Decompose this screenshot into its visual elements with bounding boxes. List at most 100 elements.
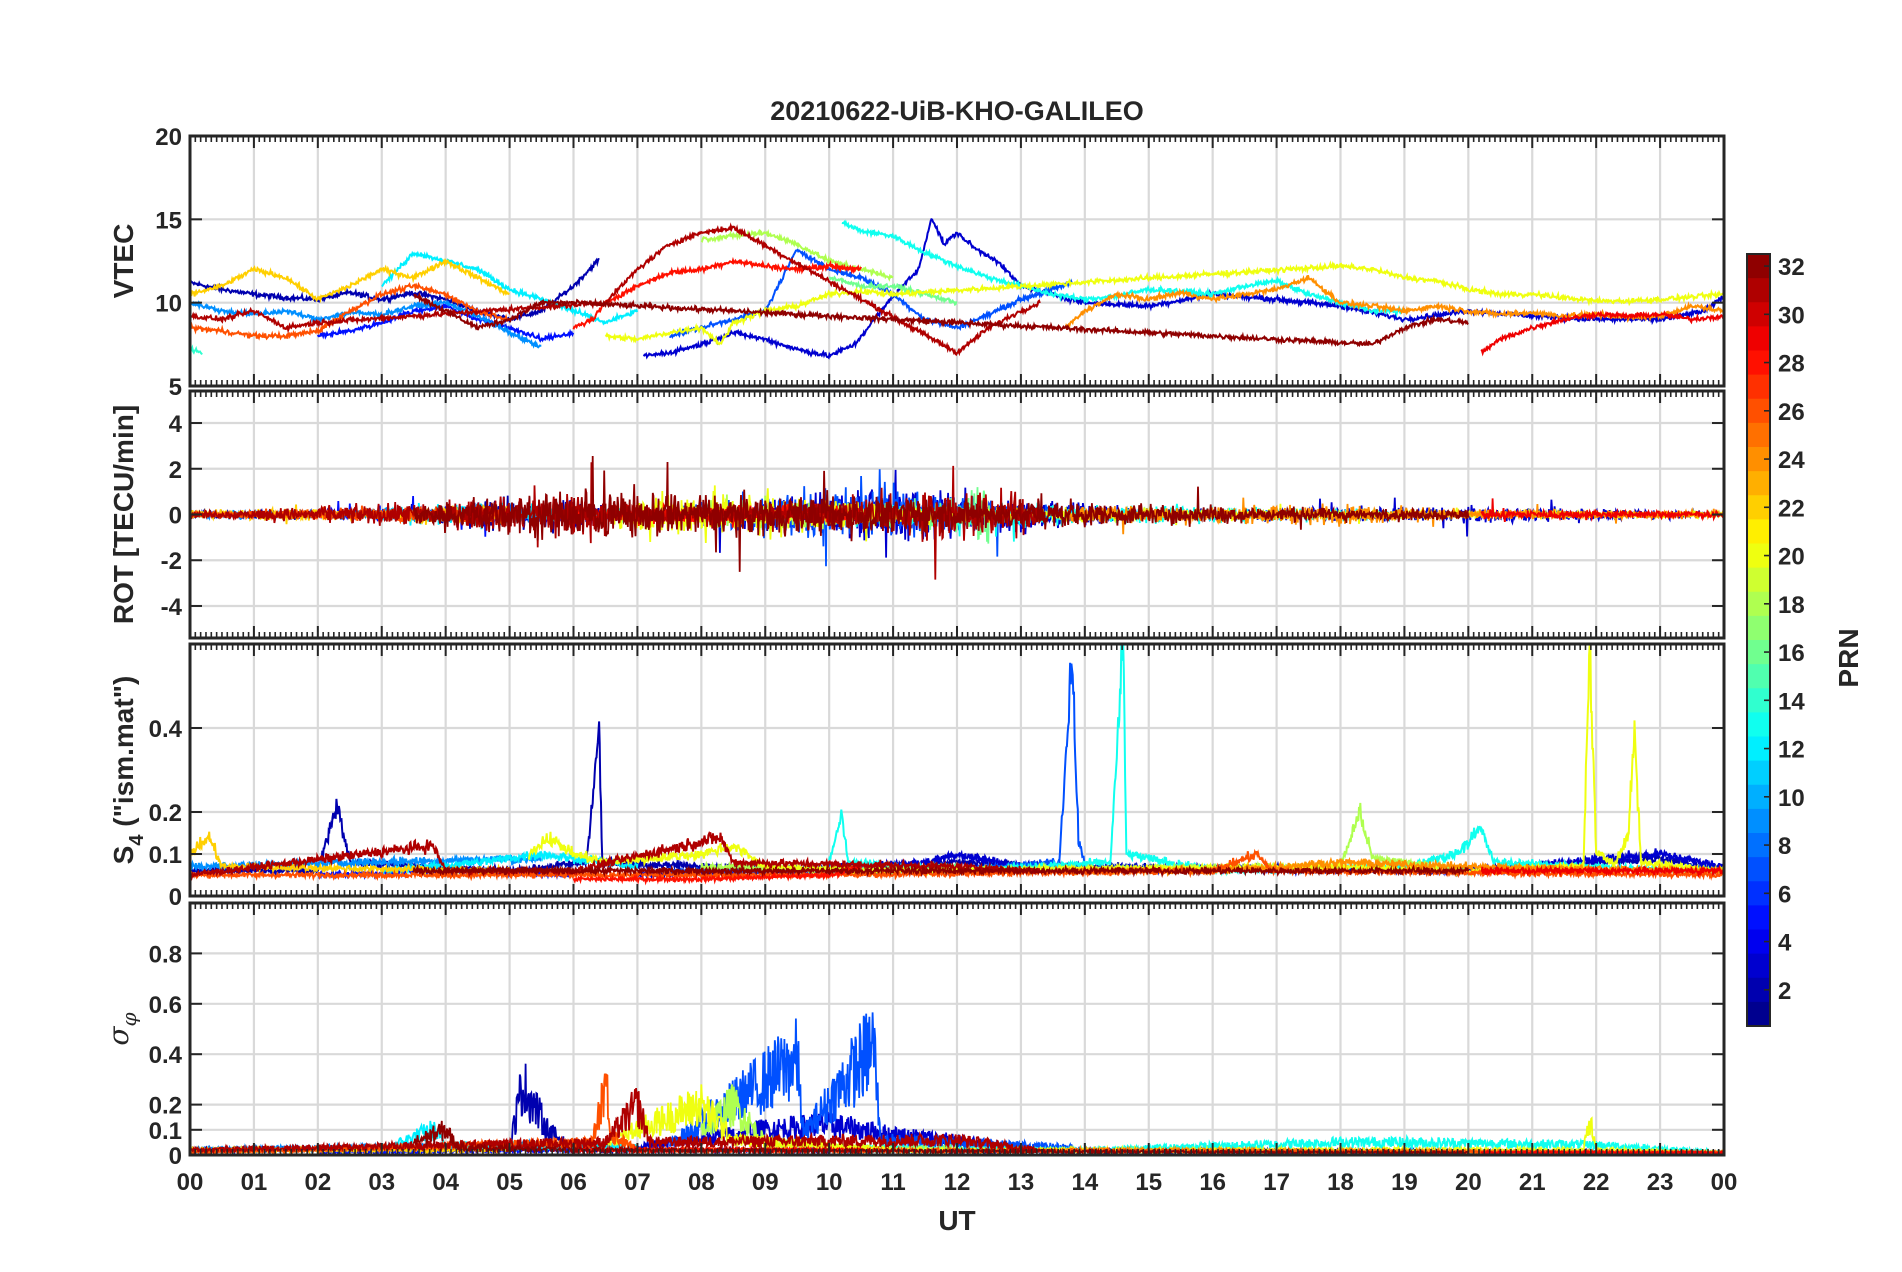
x-tick-label: 02 bbox=[304, 1169, 331, 1196]
y-tick-label-sigma: 0.1 bbox=[149, 1118, 182, 1145]
colorbar-label: PRN bbox=[1833, 628, 1864, 687]
x-tick-label: 03 bbox=[368, 1169, 395, 1196]
y-tick-label-rot: 4 bbox=[169, 411, 183, 438]
colorbar-segment bbox=[1747, 881, 1770, 906]
vtec-line-prn-20 bbox=[604, 260, 1725, 346]
colorbar-segment bbox=[1747, 808, 1770, 834]
x-tick-label: 18 bbox=[1327, 1169, 1354, 1196]
x-tick-label: 17 bbox=[1263, 1169, 1290, 1196]
series-prn-9 bbox=[189, 298, 543, 1155]
colorbar-segment bbox=[1747, 374, 1770, 400]
y-tick-label-sigma: 0.8 bbox=[149, 941, 182, 968]
y-tick-label-s4: 0.2 bbox=[149, 800, 182, 827]
colorbar-tick-label: 18 bbox=[1778, 592, 1805, 619]
colorbar-segment bbox=[1747, 736, 1770, 762]
series-prn-29 bbox=[1480, 310, 1725, 1157]
sigma-line-prn-31 bbox=[189, 1088, 1041, 1156]
colorbar-segment bbox=[1747, 688, 1770, 713]
colorbar-segment bbox=[1747, 422, 1770, 448]
colorbar-tick-label: 26 bbox=[1778, 399, 1805, 426]
x-tick-label: 10 bbox=[816, 1169, 843, 1196]
vtec-line-prn-32 bbox=[413, 291, 1469, 348]
colorbar-segment bbox=[1747, 567, 1770, 593]
y-tick-label-sigma: 0.4 bbox=[149, 1042, 183, 1069]
vtec-line-prn-9 bbox=[189, 298, 542, 349]
x-axis-label: UT bbox=[938, 1205, 975, 1236]
colorbar-tick-label: 8 bbox=[1778, 833, 1791, 860]
colorbar-segment bbox=[1747, 760, 1770, 786]
colorbar-tick-label: 10 bbox=[1778, 785, 1805, 812]
vtec-line-prn-2 bbox=[189, 257, 600, 325]
x-tick-label: 01 bbox=[241, 1169, 268, 1196]
y-tick-label-rot: -4 bbox=[161, 594, 183, 621]
colorbar-segment bbox=[1747, 784, 1770, 810]
s4-line-prn-29 bbox=[1480, 864, 1725, 878]
colorbar-segment bbox=[1747, 640, 1770, 665]
colorbar-segment bbox=[1747, 278, 1770, 303]
colorbar-segment bbox=[1747, 254, 1770, 279]
colorbar-tick-label: 12 bbox=[1778, 737, 1805, 764]
colorbar-tick-label: 16 bbox=[1778, 640, 1805, 667]
x-tick-label: 07 bbox=[624, 1169, 651, 1196]
y-axis-label-s4: S4 ("ism.mat") bbox=[108, 676, 148, 865]
y-tick-label-vtec: 15 bbox=[155, 207, 182, 234]
y-axis-label-rot: ROT [TECU/min] bbox=[108, 405, 139, 624]
x-tick-label: 15 bbox=[1135, 1169, 1162, 1196]
x-tick-label: 04 bbox=[432, 1169, 459, 1196]
x-tick-label: 09 bbox=[752, 1169, 779, 1196]
colorbar-tick-label: 6 bbox=[1778, 881, 1791, 908]
vtec-line-prn-16 bbox=[829, 275, 958, 307]
colorbar-tick-label: 22 bbox=[1778, 495, 1805, 522]
vtec-line-prn-3 bbox=[642, 218, 1725, 360]
colorbar-tick-label: 4 bbox=[1778, 930, 1792, 957]
s4-line-prn-31 bbox=[189, 830, 1041, 881]
x-tick-label: 22 bbox=[1583, 1169, 1610, 1196]
rot-line-prn-29 bbox=[1480, 498, 1725, 523]
colorbar-segment bbox=[1747, 1001, 1770, 1027]
sigma-line-prn-29 bbox=[1480, 1148, 1725, 1157]
series-prn-3 bbox=[636, 218, 1725, 1157]
x-tick-label: 12 bbox=[944, 1169, 971, 1196]
colorbar-tick-label: 30 bbox=[1778, 302, 1805, 329]
series-prn-20 bbox=[527, 260, 1725, 1157]
colorbar-segment bbox=[1747, 905, 1770, 930]
colorbar-segment bbox=[1747, 712, 1770, 737]
colorbar-segment bbox=[1747, 833, 1770, 858]
s4-line-prn-28 bbox=[572, 861, 863, 886]
vtec-line-prn-28 bbox=[572, 256, 862, 330]
colorbar-segment bbox=[1747, 929, 1770, 955]
y-tick-label-rot: 0 bbox=[169, 503, 182, 530]
colorbar-segment bbox=[1747, 857, 1770, 882]
colorbar-tick-label: 20 bbox=[1778, 544, 1805, 571]
s4-line-prn-32 bbox=[412, 863, 1470, 878]
x-tick-label: 19 bbox=[1391, 1169, 1418, 1196]
colorbar-segment bbox=[1747, 326, 1770, 351]
vtec-line-prn-18 bbox=[700, 228, 894, 282]
x-tick-label: 06 bbox=[560, 1169, 587, 1196]
x-tick-label: 00 bbox=[177, 1169, 204, 1196]
x-tick-label: 23 bbox=[1647, 1169, 1674, 1196]
x-tick-label: 20 bbox=[1455, 1169, 1482, 1196]
colorbar-segment bbox=[1747, 953, 1770, 979]
series-prn-16 bbox=[828, 275, 990, 1155]
chart-title: 20210622-UiB-KHO-GALILEO bbox=[770, 96, 1144, 126]
colorbar-tick-label: 2 bbox=[1778, 978, 1791, 1005]
y-axis-label-vtec: VTEC bbox=[108, 224, 139, 299]
y-tick-label-s4: 0.4 bbox=[149, 716, 183, 743]
x-tick-label: 05 bbox=[496, 1169, 523, 1196]
y-tick-label-rot: -2 bbox=[161, 548, 182, 575]
s4-line-prn-7 bbox=[668, 662, 1086, 878]
x-tick-label: 21 bbox=[1519, 1169, 1546, 1196]
vtec-line-prn-14 bbox=[189, 344, 203, 356]
colorbar-frame bbox=[1746, 253, 1771, 1027]
colorbar-segment bbox=[1747, 398, 1770, 424]
y-tick-label-vtec: 20 bbox=[155, 124, 182, 151]
series-prn-14 bbox=[189, 344, 204, 519]
colorbar-segment bbox=[1747, 591, 1770, 617]
y-tick-label-vtec: 5 bbox=[169, 374, 182, 401]
colorbar-segment bbox=[1747, 350, 1770, 376]
y-tick-label-sigma: 0.2 bbox=[149, 1093, 182, 1120]
vtec-line-prn-22 bbox=[189, 258, 510, 304]
